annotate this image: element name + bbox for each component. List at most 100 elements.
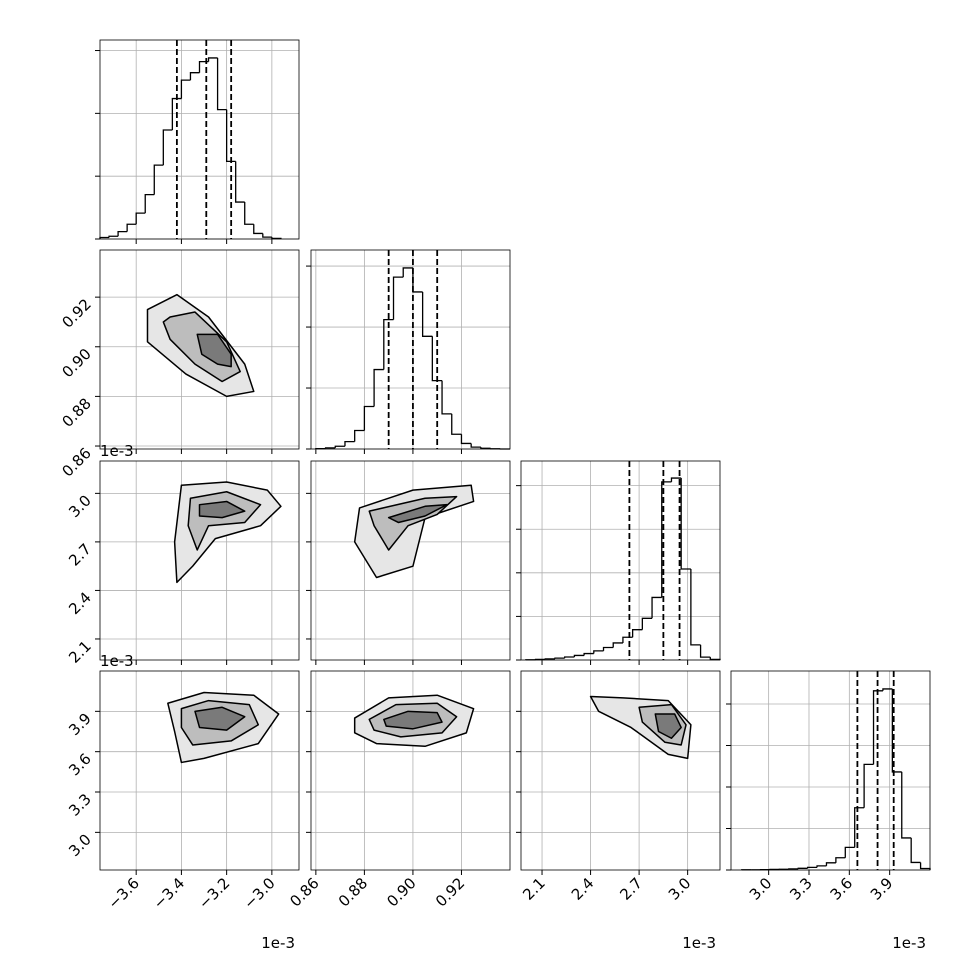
panel-frame xyxy=(99,39,300,240)
hist-step xyxy=(180,79,191,99)
hist-step xyxy=(593,650,604,654)
x-tick-label: 0.92 xyxy=(432,874,468,910)
contour xyxy=(194,706,246,731)
x-tick-label: 3.3 xyxy=(786,874,816,904)
hist-step xyxy=(441,380,452,415)
hist-step xyxy=(144,194,155,214)
hist-step xyxy=(919,862,931,870)
panel-frame xyxy=(520,670,721,871)
hist-step xyxy=(421,291,433,337)
x-tick-label: −3.6 xyxy=(105,874,143,912)
panel-frame xyxy=(99,670,300,871)
hist-step xyxy=(216,57,227,111)
x-offset-label: 1e-3 xyxy=(261,934,295,952)
hist-step xyxy=(480,447,491,449)
y-tick-label: 2.1 xyxy=(65,637,95,667)
hist-step xyxy=(863,763,874,808)
hist-step xyxy=(153,164,164,195)
x-offset-label: 1e-3 xyxy=(892,934,926,952)
x-tick-label: 3.6 xyxy=(827,874,857,904)
hist-step xyxy=(612,642,623,648)
x-tick-label: −3.2 xyxy=(195,874,233,912)
hist-step xyxy=(108,235,119,238)
hist-step xyxy=(872,690,883,765)
hist-step xyxy=(207,57,218,62)
hist-step xyxy=(135,212,146,225)
y-tick-label: 0.90 xyxy=(58,345,94,381)
hist-step xyxy=(253,224,263,235)
hist-step xyxy=(651,596,662,619)
panel-frame xyxy=(310,460,511,661)
hist-step xyxy=(460,434,472,445)
hist-step xyxy=(670,477,682,482)
x-tick-label: −3.4 xyxy=(150,874,188,912)
hist-step xyxy=(854,807,865,848)
x-tick-label: 0.88 xyxy=(335,874,371,910)
contour xyxy=(196,333,232,368)
hist-step xyxy=(544,658,555,660)
hist-step xyxy=(431,336,443,382)
hist-step xyxy=(324,447,336,449)
y-tick-label: 0.88 xyxy=(58,394,94,430)
hist-step xyxy=(334,445,345,448)
hist-step xyxy=(225,109,236,163)
panel-frame xyxy=(310,249,511,450)
x-offset-label: 1e-3 xyxy=(682,934,716,952)
hist-step xyxy=(661,481,672,598)
hist-step xyxy=(641,617,653,630)
x-tick-label: 2.7 xyxy=(616,874,646,904)
hist-step xyxy=(835,857,846,863)
contour xyxy=(353,484,475,579)
hist-step xyxy=(363,405,375,431)
hist-step xyxy=(797,867,808,869)
hist-step xyxy=(844,846,855,858)
x-tick-label: 3.9 xyxy=(867,874,897,904)
panel-frame xyxy=(99,249,300,450)
hist-step xyxy=(806,866,818,869)
hist-step xyxy=(583,652,594,656)
contour xyxy=(654,713,682,739)
panel-frame xyxy=(310,670,511,871)
hist-step xyxy=(901,771,912,839)
x-tick-label: 0.90 xyxy=(383,874,419,910)
contour xyxy=(383,710,443,730)
hist-step xyxy=(198,60,209,73)
x-tick-label: −3.0 xyxy=(240,874,278,912)
hist-step xyxy=(816,865,827,868)
y-tick-label: 2.7 xyxy=(65,540,95,570)
hist-step xyxy=(412,267,423,293)
contour xyxy=(198,500,246,519)
y-tick-label: 3.0 xyxy=(65,830,95,860)
y-offset-label: 1e-3 xyxy=(100,652,134,670)
hist-step xyxy=(262,233,272,238)
hist-step xyxy=(891,688,902,773)
x-tick-label: 0.86 xyxy=(286,874,322,910)
hist-step xyxy=(189,72,200,81)
hist-step xyxy=(564,656,575,659)
hist-step xyxy=(470,443,481,448)
contour xyxy=(387,503,448,524)
y-tick-label: 3.9 xyxy=(65,709,95,739)
panel-frame xyxy=(730,670,931,871)
panel-frame xyxy=(520,460,721,661)
y-tick-label: 3.6 xyxy=(65,750,95,780)
hist-step xyxy=(383,319,394,370)
hist-step xyxy=(126,223,137,232)
x-tick-label: 3.0 xyxy=(665,874,695,904)
x-tick-label: 3.0 xyxy=(746,874,776,904)
hist-step xyxy=(699,644,711,658)
y-tick-label: 3.3 xyxy=(65,790,95,820)
x-tick-label: 2.1 xyxy=(519,874,549,904)
hist-step xyxy=(631,629,643,638)
hist-step xyxy=(709,657,721,661)
hist-step xyxy=(402,267,413,278)
hist-step xyxy=(244,202,254,225)
hist-step xyxy=(882,688,893,691)
panel-frame xyxy=(99,460,300,661)
hist-step xyxy=(162,129,173,166)
hist-step xyxy=(392,276,404,320)
hist-step xyxy=(690,569,701,646)
hist-step xyxy=(602,646,614,651)
y-offset-label: 1e-3 xyxy=(100,442,134,460)
